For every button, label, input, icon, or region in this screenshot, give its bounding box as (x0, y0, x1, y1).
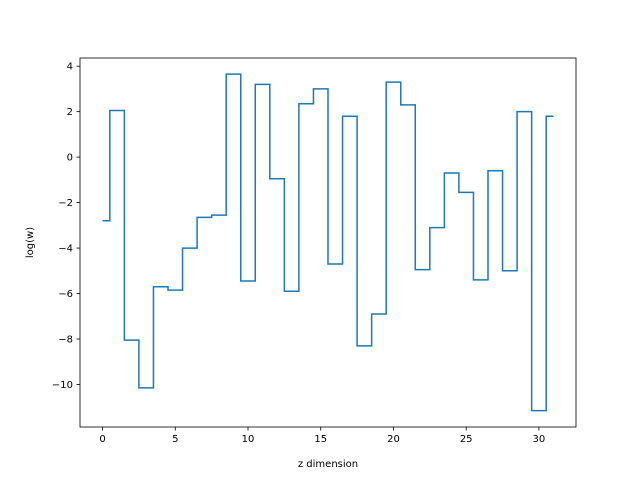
y-tick-label: 2 (67, 107, 73, 118)
y-tick-label: −8 (58, 335, 73, 346)
y-tick-label: −6 (58, 289, 73, 300)
y-tick-label: 0 (67, 153, 73, 164)
y-tick-label: −2 (58, 198, 73, 209)
y-axis-ticks: −10 −8 −6 −4 −2 0 2 4 (52, 62, 80, 391)
plot-frame (79, 57, 577, 428)
y-tick-label: −4 (58, 244, 73, 255)
x-axis-ticks: 0 5 10 15 20 25 30 (99, 427, 545, 445)
x-tick-label: 25 (460, 434, 473, 445)
x-tick-label: 10 (242, 434, 255, 445)
x-axis-label: z dimension (298, 459, 358, 470)
x-tick-label: 20 (387, 434, 400, 445)
series-layer (102, 73, 554, 412)
y-tick-label: −10 (52, 380, 73, 391)
x-tick-label: 15 (314, 434, 327, 445)
y-axis-label: log(w) (25, 227, 36, 258)
x-tick-label: 5 (172, 434, 178, 445)
y-tick-label: 4 (67, 62, 73, 73)
x-tick-label: 0 (99, 434, 105, 445)
series-line (102, 73, 554, 412)
x-tick-label: 30 (533, 434, 546, 445)
